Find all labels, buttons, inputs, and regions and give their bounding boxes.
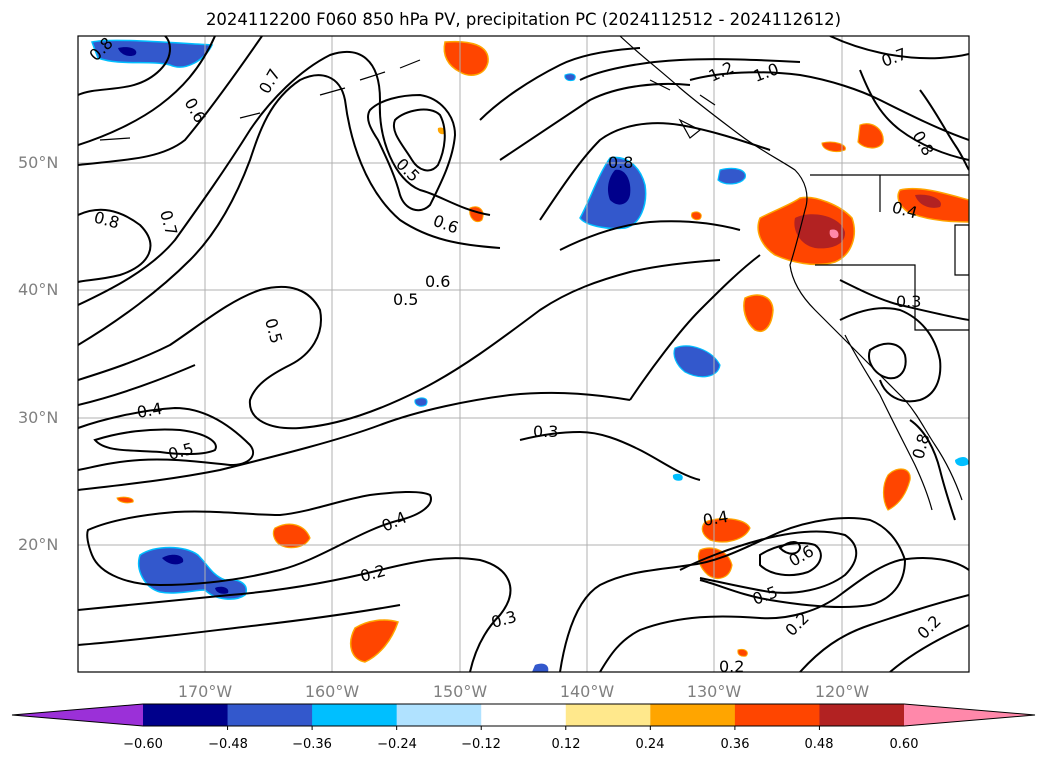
coastlines [99, 36, 969, 511]
contour-label: 0.8 [608, 153, 633, 172]
contour-label: 0.4 [701, 507, 729, 530]
precip-blob [717, 167, 746, 185]
colorbar-tick-label: −0.60 [123, 737, 163, 752]
contour-label: 0.3 [896, 292, 921, 311]
precip-blob [532, 663, 549, 672]
precip-blob [116, 496, 134, 504]
colorbar-tick-label: −0.48 [208, 737, 248, 752]
colorbar-bin [312, 704, 398, 726]
contour-label: 0.3 [489, 607, 519, 632]
lat-label-40n: 40°N [18, 280, 59, 299]
colorbar-tick-label: −0.12 [461, 737, 501, 752]
precip-blob [857, 123, 884, 149]
precip-blob [743, 294, 774, 332]
colorbar-extend-high [904, 704, 1035, 726]
lon-label-160w: 160°W [304, 682, 360, 701]
contour-label: 0.8 [92, 208, 122, 233]
precip-blob [882, 468, 911, 511]
precip-blob [607, 169, 631, 205]
contour-label: 0.4 [135, 399, 163, 422]
lon-label-150w: 150°W [432, 682, 488, 701]
contour-label: 0.6 [425, 272, 450, 291]
precip-blob [564, 73, 576, 82]
precip-blob [437, 127, 446, 135]
colorbar-extend-low [12, 704, 143, 726]
colorbar-bin [143, 704, 229, 726]
precip-blob [673, 345, 721, 378]
colorbar-bin [734, 704, 820, 726]
precip-blob [118, 47, 137, 57]
contour-label: 0.5 [166, 439, 196, 464]
colorbar-tick-label: 0.36 [720, 737, 750, 752]
precip-blob [272, 523, 311, 549]
precip-blob [162, 554, 184, 565]
colorbar-bin [481, 704, 567, 726]
contour-label: 0.5 [261, 316, 286, 346]
colorbar-tick-label: 0.48 [804, 737, 834, 752]
lon-label-170w: 170°W [177, 682, 233, 701]
colorbar-bin [650, 704, 736, 726]
colorbar [11, 703, 1036, 730]
contour-label: 0.8 [909, 128, 938, 160]
precip-blob [737, 649, 748, 657]
lat-label-20n: 20°N [18, 535, 59, 554]
map-frame [77, 35, 970, 673]
contour-label: 0.2 [781, 608, 812, 639]
precip-blob [350, 619, 399, 663]
pv-contours [78, 36, 969, 672]
precip-blob [794, 214, 846, 249]
colorbar-tick-label: −0.24 [377, 737, 417, 752]
precip-blob [90, 39, 214, 68]
precip-blob [821, 141, 846, 153]
precip-blob [138, 546, 247, 600]
contour-label: 0.5 [392, 154, 423, 185]
colorbar-bin [396, 704, 482, 726]
precip-blob [443, 40, 489, 76]
map-gridlines [78, 36, 969, 672]
figure-title: 2024112200 F060 850 hPa PV, precipitatio… [205, 10, 842, 29]
precip-blob [414, 397, 428, 407]
colorbar-tick-label: −0.36 [292, 737, 332, 752]
precip-blob [829, 229, 839, 239]
precip-blob [955, 456, 969, 467]
contour-label: 1.0 [751, 59, 781, 86]
lat-label-50n: 50°N [18, 153, 59, 172]
contour-label: 0.8 [909, 432, 934, 462]
lon-label-140w: 140°W [559, 682, 615, 701]
contour-label: 0.4 [379, 508, 410, 536]
precip-blob [469, 206, 484, 223]
contour-label: 0.7 [879, 44, 909, 71]
contour-label: 0.2 [358, 561, 388, 586]
contour-label: 0.5 [750, 582, 780, 609]
colorbar-bin [227, 704, 313, 726]
map-plot-area: 0.8 0.6 0.7 0.5 0.6 0.6 0.5 0.8 0.7 0.5 … [78, 36, 969, 676]
colorbar-tick-label: 0.12 [551, 737, 581, 752]
lon-label-130w: 130°W [686, 682, 742, 701]
colorbar-bin [565, 704, 651, 726]
contour-label: 0.5 [393, 290, 418, 309]
contour-label: 1.2 [706, 58, 737, 86]
lon-label-120w: 120°W [814, 682, 870, 701]
precip-blob [672, 473, 683, 481]
contour-label: 0.6 [431, 211, 461, 238]
contour-label: 0.2 [719, 657, 744, 676]
contour-label: 0.6 [786, 541, 818, 570]
colorbar-bin [819, 704, 905, 726]
contour-label: 0.7 [156, 208, 181, 238]
contour-label: 0.3 [533, 422, 558, 441]
colorbar-tick-label: 0.60 [889, 737, 919, 752]
colorbar-tick-label: 0.24 [635, 737, 665, 752]
precip-blob [691, 211, 702, 221]
precip-blob [915, 194, 941, 208]
precip-shading [90, 39, 969, 672]
precip-blob [215, 586, 229, 594]
colorbar-outline [11, 703, 1036, 727]
lat-label-30n: 30°N [18, 408, 59, 427]
